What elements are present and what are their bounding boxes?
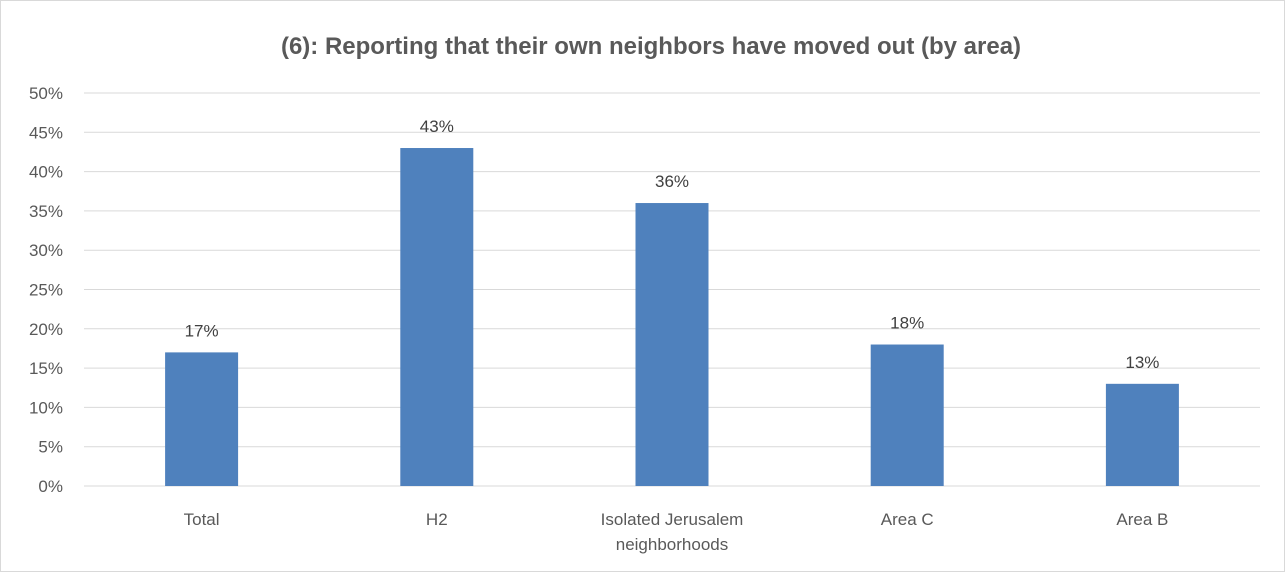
x-category-line: H2 xyxy=(426,510,448,529)
x-category-line: Total xyxy=(184,510,220,529)
y-tick-label: 50% xyxy=(29,84,63,103)
x-category-line: Area C xyxy=(881,510,934,529)
x-axis-categories: Total H2 Isolated Jerusalem neighborhoods Ar… xyxy=(184,510,1169,554)
x-category-line: neighborhoods xyxy=(616,535,728,554)
bar-1 xyxy=(165,352,239,486)
y-tick-label: 40% xyxy=(29,163,63,182)
bar-2 xyxy=(400,148,474,486)
y-tick-label: 10% xyxy=(29,398,63,417)
x-category-label: H2 xyxy=(426,510,448,529)
x-category-line: Isolated Jerusalem xyxy=(601,510,744,529)
y-tick-label: 0% xyxy=(38,477,63,496)
x-category-label: Area C xyxy=(881,510,934,529)
y-tick-label: 45% xyxy=(29,123,63,142)
bar-3 xyxy=(635,203,709,487)
data-label: 36% xyxy=(655,172,689,191)
data-label: 43% xyxy=(420,117,454,136)
chart-title: (6): Reporting that their own neighbors … xyxy=(281,33,1021,60)
bar-4 xyxy=(870,344,944,486)
data-label: 17% xyxy=(185,321,219,340)
y-axis-ticks: 0% 5% 10% 15% 20% 25% 30% 35% 40% 45% 50% xyxy=(29,84,63,496)
x-category-line: Area B xyxy=(1116,510,1168,529)
bar-5 xyxy=(1105,383,1179,486)
data-labels: 17% 43% 36% 18% 13% xyxy=(185,117,1160,372)
y-tick-label: 15% xyxy=(29,359,63,378)
y-tick-label: 25% xyxy=(29,281,63,300)
data-label: 13% xyxy=(1125,353,1159,372)
x-category-label: Total xyxy=(184,510,220,529)
y-tick-label: 35% xyxy=(29,202,63,221)
bars xyxy=(165,148,1179,487)
y-tick-label: 5% xyxy=(38,438,63,457)
y-tick-label: 30% xyxy=(29,241,63,260)
y-tick-label: 20% xyxy=(29,320,63,339)
data-label: 18% xyxy=(890,314,924,333)
x-category-label: Isolated Jerusalem neighborhoods xyxy=(601,510,744,554)
x-category-label: Area B xyxy=(1116,510,1168,529)
